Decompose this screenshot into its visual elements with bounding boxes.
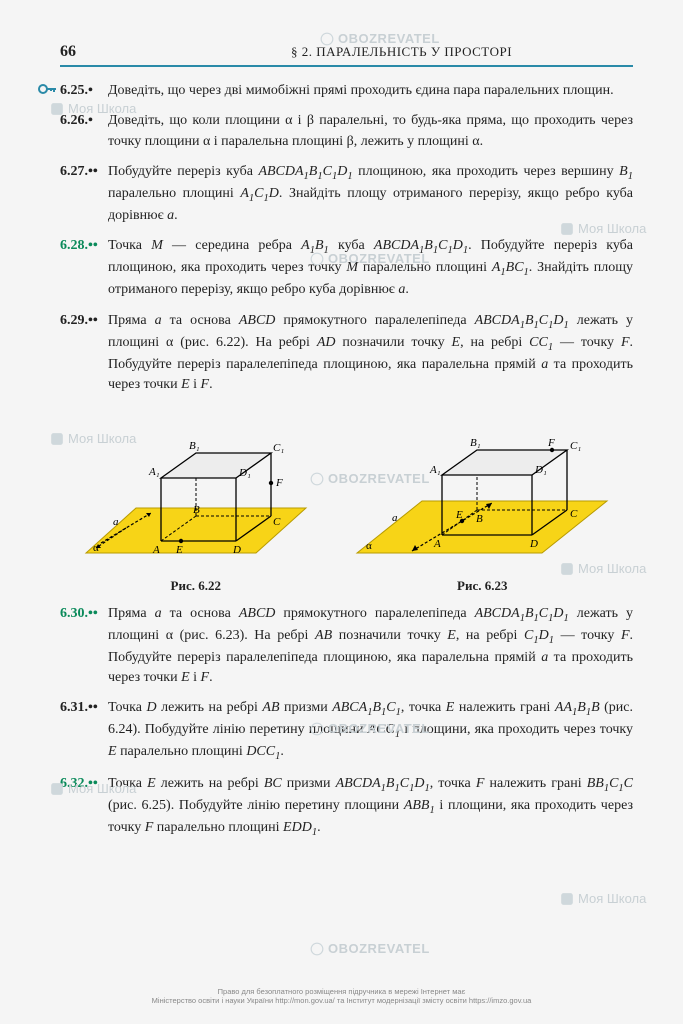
svg-text:C: C <box>570 508 578 520</box>
problem-row: 6.30.••Пряма a та основа ABCD прямокутно… <box>60 604 633 689</box>
problem-number: 6.32.•• <box>60 774 108 840</box>
svg-text:D: D <box>232 544 241 556</box>
problem-number: 6.28.•• <box>60 236 108 300</box>
problem-text: Доведіть, що через дві мимобіжні прямі п… <box>108 81 633 101</box>
problem-row: 6.27.••Побудуйте переріз куба ABCDA1B1C1… <box>60 162 633 226</box>
figures-row: a α A B C D A₁ B₁ C₁ D₁ <box>60 413 633 595</box>
problem-text: Точка E лежить на ребрі BC призми ABCDA1… <box>108 774 633 840</box>
watermark: Моя Школа <box>560 890 646 909</box>
problems-list: 6.25.•Доведіть, що через дві мимобіжні п… <box>60 81 633 395</box>
svg-text:A: A <box>433 538 441 550</box>
svg-text:α: α <box>93 542 99 554</box>
page-header: 66 § 2. ПАРАЛЕЛЬНІСТЬ У ПРОСТОРІ <box>60 40 633 67</box>
svg-text:C: C <box>273 516 281 528</box>
page-number: 66 <box>60 40 170 63</box>
svg-text:D₁: D₁ <box>534 464 547 476</box>
footer-line-2: Міністерство освіти і науки України http… <box>0 996 683 1006</box>
figure-caption: Рис. 6.22 <box>81 577 311 596</box>
figure-6-22: a α A B C D A₁ B₁ C₁ D₁ <box>81 413 311 595</box>
footer-line-1: Право для безоплатного розміщення підруч… <box>0 987 683 997</box>
figure-6-23: a α A B C D A₁ B₁ C₁ D₁ E <box>352 413 612 595</box>
problem-row: 6.31.••Точка D лежить на ребрі AB призми… <box>60 698 633 764</box>
problem-number: 6.29.•• <box>60 311 108 396</box>
svg-text:a: a <box>392 512 398 524</box>
problem-row: 6.26.•Доведіть, що коли площини α і β па… <box>60 111 633 152</box>
problem-number: 6.26.• <box>60 111 108 152</box>
svg-text:A₁: A₁ <box>148 466 160 478</box>
problem-row: 6.25.•Доведіть, що через дві мимобіжні п… <box>60 81 633 101</box>
problem-number: 6.27.•• <box>60 162 108 226</box>
problems-list-after: 6.30.••Пряма a та основа ABCD прямокутно… <box>60 604 633 841</box>
problem-text: Доведіть, що коли площини α і β паралель… <box>108 111 633 152</box>
problem-row: 6.28.••Точка M — середина ребра A1B1 куб… <box>60 236 633 300</box>
problem-number: 6.31.•• <box>60 698 108 764</box>
problem-text: Точка M — середина ребра A1B1 куба ABCDA… <box>108 236 633 300</box>
svg-text:D₁: D₁ <box>238 467 251 479</box>
svg-text:B: B <box>476 513 483 525</box>
svg-text:B: B <box>193 504 200 516</box>
svg-text:E: E <box>175 544 183 556</box>
problem-text: Пряма a та основа ABCD прямокутного пара… <box>108 311 633 396</box>
svg-text:B₁: B₁ <box>470 437 481 449</box>
svg-text:α: α <box>366 540 372 552</box>
problem-number: 6.30.•• <box>60 604 108 689</box>
footer-text: Право для безоплатного розміщення підруч… <box>0 987 683 1007</box>
problem-text: Точка D лежить на ребрі AB призми ABCA1B… <box>108 698 633 764</box>
svg-text:a: a <box>113 516 119 528</box>
svg-text:B₁: B₁ <box>189 440 200 452</box>
svg-text:C₁: C₁ <box>570 440 581 452</box>
svg-text:F: F <box>547 437 555 449</box>
problem-text: Пряма a та основа ABCD прямокутного пара… <box>108 604 633 689</box>
figure-caption: Рис. 6.23 <box>352 577 612 596</box>
svg-text:D: D <box>529 538 538 550</box>
key-icon <box>38 82 58 102</box>
problem-text: Побудуйте переріз куба ABCDA1B1C1D1 площ… <box>108 162 633 226</box>
problem-row: 6.29.••Пряма a та основа ABCD прямокутно… <box>60 311 633 396</box>
svg-text:A₁: A₁ <box>429 464 441 476</box>
section-title: § 2. ПАРАЛЕЛЬНІСТЬ У ПРОСТОРІ <box>170 43 633 62</box>
problem-number: 6.25.• <box>60 81 108 101</box>
svg-text:E: E <box>455 509 463 521</box>
problem-row: 6.32.••Точка E лежить на ребрі BC призми… <box>60 774 633 840</box>
watermark: OBOZREVATEL <box>310 940 430 959</box>
svg-text:A: A <box>152 544 160 556</box>
svg-text:F: F <box>275 477 283 489</box>
svg-text:C₁: C₁ <box>273 442 284 454</box>
